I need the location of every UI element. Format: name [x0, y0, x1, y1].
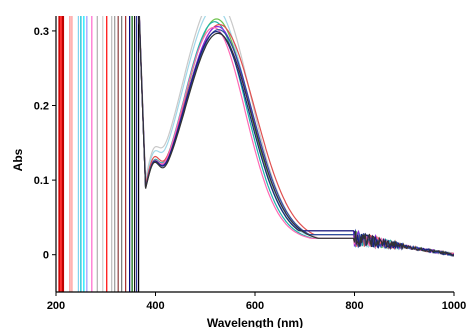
x-axis-label: Wavelength (nm)	[207, 316, 303, 328]
spectrum-series-line	[138, 16, 454, 257]
spectrum-series-line	[138, 16, 454, 257]
y-tick-label: 0.1	[34, 175, 49, 187]
y-axis-label: Abs	[11, 148, 25, 171]
x-tick-label: 1000	[442, 300, 466, 312]
x-tick-label: 200	[47, 300, 65, 312]
spectrum-series-line	[138, 16, 454, 256]
spectrum-series-line	[138, 16, 454, 257]
x-tick-label: 400	[146, 300, 164, 312]
spectrum-series-line	[138, 16, 454, 257]
spectrum-series-line	[138, 16, 454, 257]
axes	[52, 16, 455, 296]
x-tick-label: 800	[345, 300, 363, 312]
spectrum-series-line	[138, 16, 454, 257]
x-tick-label: 600	[246, 300, 264, 312]
plot-area	[58, 16, 454, 292]
y-tick-label: 0.2	[34, 101, 49, 113]
y-tick-label: 0.3	[34, 26, 49, 38]
tick-labels: 0 0.1 0.2 0.3 200 400 600 800 1000	[34, 26, 467, 312]
y-tick-label: 0	[43, 250, 49, 262]
